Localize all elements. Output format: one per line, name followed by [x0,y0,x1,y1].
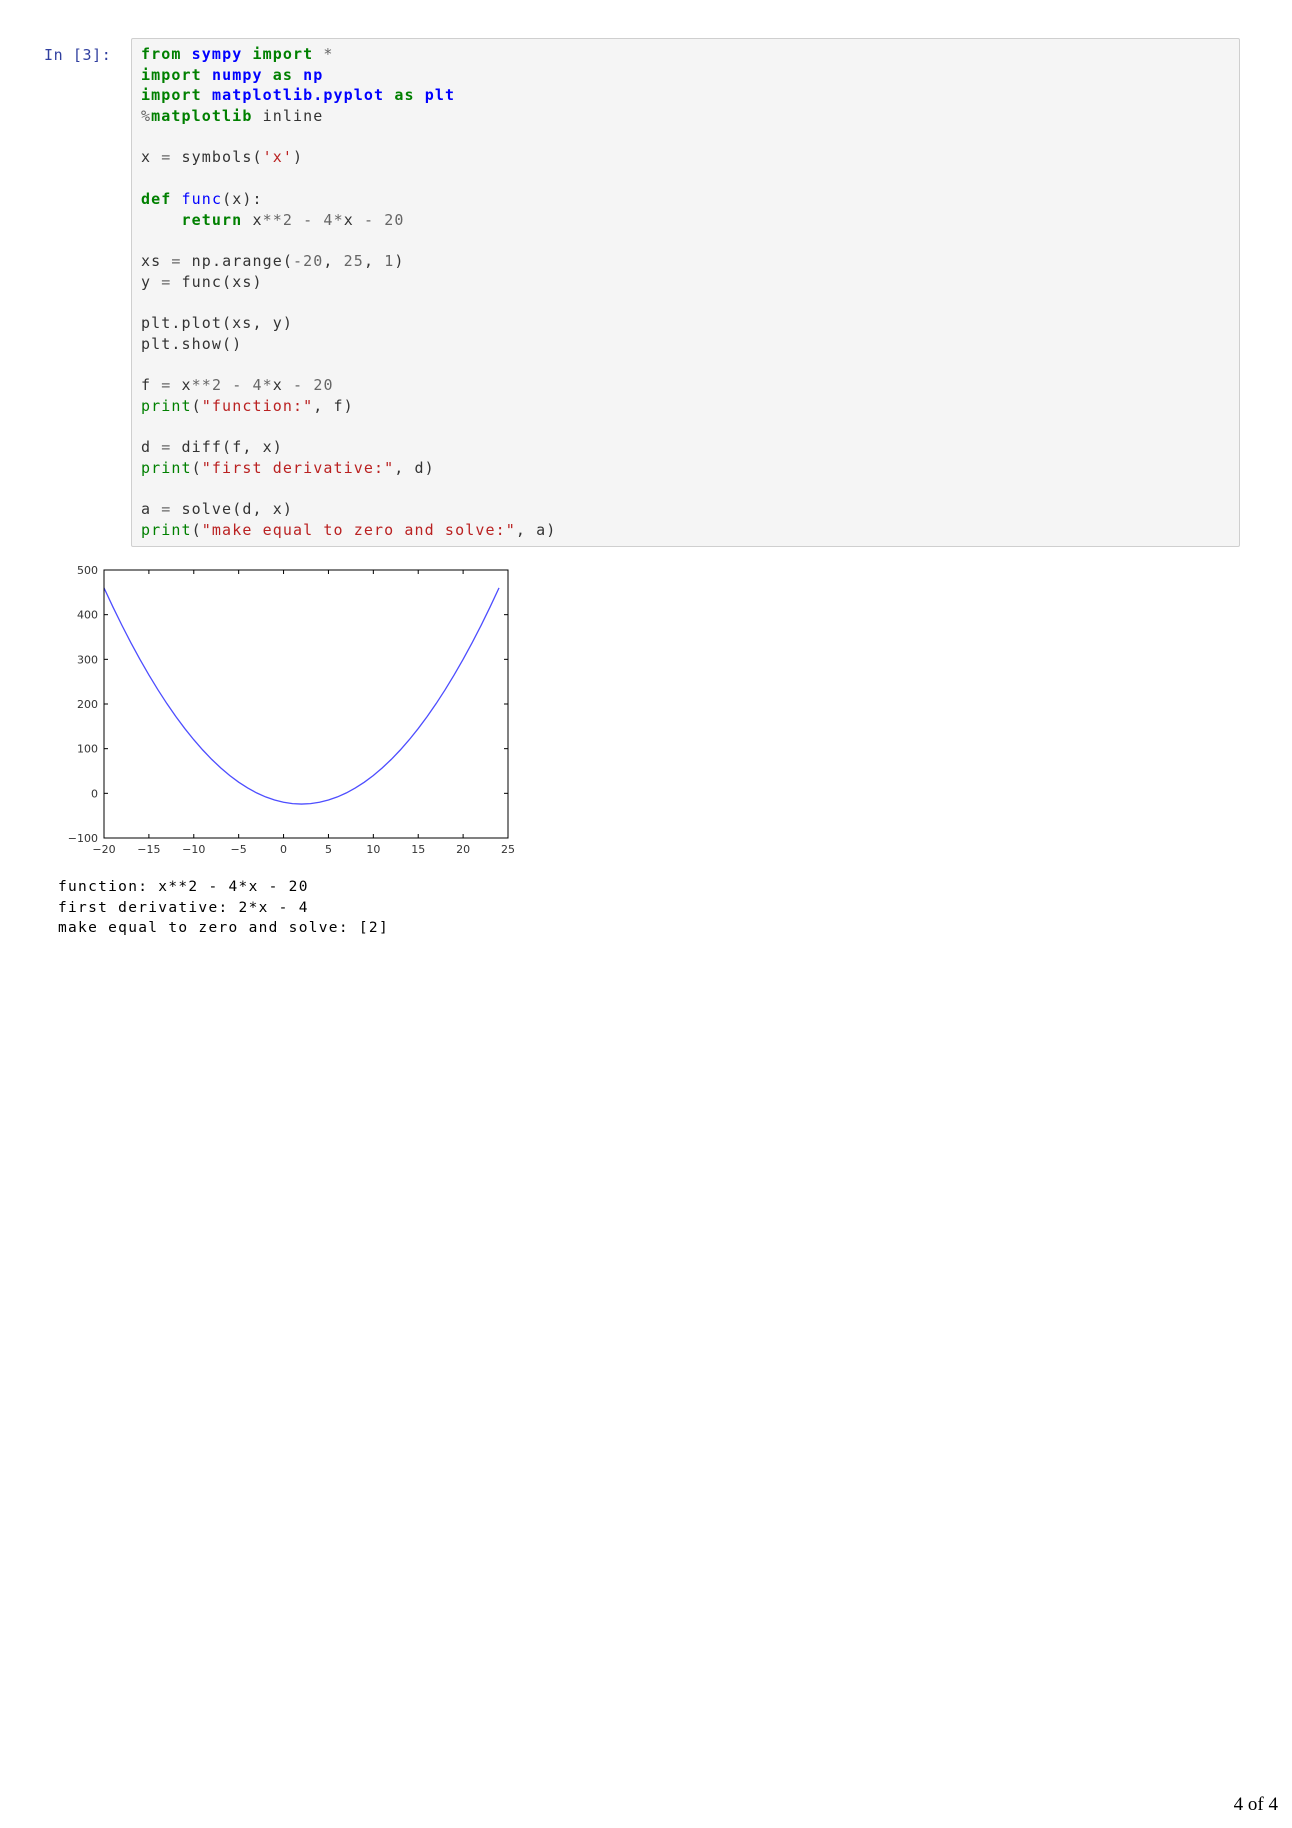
code-line: from sympy import * [141,45,334,63]
stdout-output: function: x**2 - 4*x - 20 first derivativ… [58,877,389,939]
code-text[interactable]: from sympy import * import numpy as np imp… [141,44,556,541]
code-line: %matplotlib inline [141,107,324,126]
code-line [141,354,556,375]
code-line: return x**2 - 4*x - 20 [181,210,405,229]
x-tick-label: −20 [92,843,115,856]
code-editor[interactable]: from sympy import * import numpy as np imp… [131,38,1240,547]
code-line: print("function:", f) [141,396,354,415]
code-line: import matplotlib.pyplot as plt [141,86,456,105]
output-line: make equal to zero and solve: [2] [58,920,389,937]
plot-output: −20 −15 −10 −5 0 5 10 15 20 25 −100 0 100 200 300 400 50… [56,560,526,865]
x-tick-label: 20 [456,843,470,856]
x-tick-label: 15 [411,843,425,856]
code-line [141,416,556,437]
x-tick-label: −5 [231,843,247,856]
y-tick-label: 300 [77,653,98,666]
y-tick-label: 100 [77,743,98,756]
output-line: first derivative: 2*x - 4 [58,899,309,916]
line-chart: −20 −15 −10 −5 0 5 10 15 20 25 −100 0 100 200 300 400 50… [68,564,515,856]
plot-frame [103,569,509,839]
x-tick-label: 25 [501,843,515,856]
x-tick-label: −15 [137,843,160,856]
code-line: d = diff(f, x) [141,438,283,457]
code-line [141,127,556,148]
y-tick-label: 200 [77,698,98,711]
input-prompt: In [3]: [44,46,112,64]
code-line: a = solve(d, x) [141,500,293,519]
code-line: plt.show() [141,334,243,353]
code-line: plt.plot(xs, y) [141,313,293,332]
code-line: y = func(xs) [141,272,263,291]
code-line: print("first derivative:", d) [141,458,435,477]
code-line: xs = np.arange(-20, 25, 1) [141,251,405,270]
code-line: print("make equal to zero and solve:", a… [141,520,557,539]
y-tick-label: 0 [91,787,98,800]
code-line: x = symbols('x') [141,148,304,167]
code-line: def func(x): [141,189,263,208]
y-tick-label: 500 [77,564,98,577]
series-line [103,587,500,805]
x-tick-label: −10 [182,843,205,856]
page-number: 4 of 4 [1233,1794,1278,1815]
code-line: f = x**2 - 4*x - 20 [141,376,334,394]
output-line: function: x**2 - 4*x - 20 [58,879,309,895]
code-line [141,292,556,313]
x-tick-label: 10 [366,843,380,856]
x-tick-label: 5 [325,843,332,856]
code-line: import numpy as np [141,65,324,84]
code-line [141,168,556,189]
x-tick-label: 0 [280,843,287,856]
code-line [141,230,556,251]
y-tick-label: −100 [68,832,98,845]
code-line [141,478,556,499]
y-tick-label: 400 [77,609,98,622]
